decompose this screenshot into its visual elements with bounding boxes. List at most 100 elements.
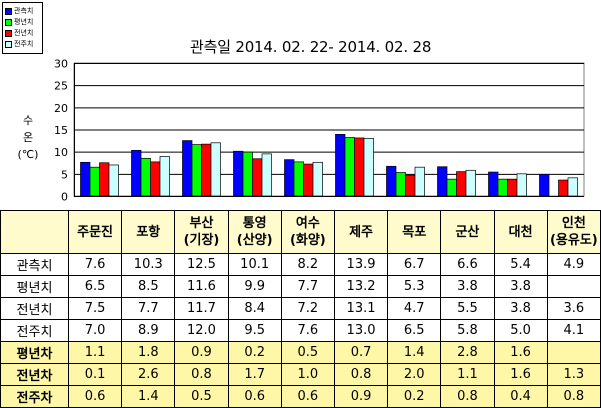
- bar: [293, 161, 304, 197]
- legend-label: 전주치: [14, 40, 34, 48]
- table-row: 전년차 0.1 2.6 0.8 1.7 1.0 0.8 2.0 1.1 1.6 1.3: [0, 363, 601, 386]
- table-cell: 0.8: [440, 385, 495, 408]
- table-cell: 0.6: [227, 385, 282, 408]
- table-header-text: 군산: [455, 224, 480, 240]
- legend-item: 관측치: [5, 6, 42, 17]
- table-cell: 0.2: [387, 385, 442, 408]
- bar: [233, 150, 244, 197]
- chart-title: 관측일 2014. 02. 22- 2014. 02. 28: [190, 38, 432, 56]
- y-axis-label: 수 온 (℃): [17, 112, 39, 163]
- bar: [354, 137, 365, 197]
- bar: [344, 137, 355, 197]
- bar: [497, 178, 508, 197]
- bar: [140, 157, 151, 197]
- legend: 관측치 평년치 전년치 전주치: [2, 2, 43, 54]
- table-cell: 12.5: [174, 253, 229, 276]
- table-cell: 1.4: [387, 341, 442, 364]
- table-cell: 11.7: [174, 297, 229, 320]
- table-cell: 9.5: [227, 319, 282, 342]
- table-cell: 5.4: [493, 253, 548, 276]
- table-header-text: 인천: [561, 216, 586, 231]
- legend-swatch: [5, 19, 12, 26]
- bar: [242, 151, 253, 197]
- legend-swatch: [5, 30, 12, 37]
- table-cell: 8.9: [121, 319, 176, 342]
- bar: [89, 166, 100, 197]
- table-cell: 8.2: [280, 253, 335, 276]
- table-row-label: 전주치: [0, 319, 69, 342]
- table-row-label: 전년차: [0, 363, 69, 386]
- bar: [437, 166, 448, 197]
- table-cell: 0.8: [174, 363, 229, 386]
- table-row: 관측치 7.6 10.3 12.5 10.1 8.2 13.9 6.7 6.6 5.4 4.9: [0, 253, 601, 276]
- table-cell: 13.2: [333, 275, 389, 298]
- table-header-text: 대천: [508, 224, 533, 240]
- bar: [201, 143, 212, 197]
- legend-swatch: [5, 41, 12, 48]
- table-header-text: 주문진: [77, 224, 114, 240]
- table-header-cell: 부산 (기장): [174, 210, 229, 254]
- table-cell: 1.6: [493, 341, 548, 364]
- table-row-label: 관측치: [0, 253, 69, 276]
- bar: [363, 138, 374, 197]
- bar: [159, 156, 170, 197]
- table-cell: 7.7: [280, 275, 335, 298]
- table-header-text: (화양): [289, 233, 326, 248]
- table-cell: 8.5: [121, 275, 176, 298]
- bar: [507, 178, 518, 197]
- bar: [456, 171, 467, 197]
- bar: [312, 161, 323, 197]
- table-cell: 1.4: [121, 385, 176, 408]
- table-cell: 5.0: [493, 319, 548, 342]
- table-cell: 8.4: [227, 297, 282, 320]
- y-axis-label-part: 온: [22, 131, 34, 144]
- bar: [539, 173, 550, 197]
- table-header-text: (기장): [183, 233, 220, 248]
- table-corner-cell: [0, 210, 69, 254]
- bar: [191, 144, 202, 197]
- y-tick-label: 25: [54, 80, 68, 93]
- table-row: 전주차 0.6 1.4 0.5 0.6 0.6 0.9 0.2 0.8 0.4 0.8: [0, 385, 601, 408]
- legend-label: 전년치: [14, 29, 34, 37]
- table-header-text: 포항: [136, 224, 161, 240]
- table-cell: 1.8: [121, 341, 176, 364]
- table-header-cell: 군산: [440, 210, 495, 254]
- table-cell: 6.5: [67, 275, 123, 298]
- table-header-text: 여수: [295, 216, 320, 231]
- table-cell: 10.1: [227, 253, 282, 276]
- table-cell: 3.8: [440, 275, 495, 298]
- y-axis-label-part: 수: [22, 114, 34, 127]
- bar: [150, 161, 161, 197]
- table-cell: 0.9: [333, 385, 389, 408]
- table-cell: 0.2: [227, 341, 282, 364]
- legend-label: 평년치: [14, 18, 34, 26]
- bar: [131, 149, 142, 197]
- table-cell: 7.5: [67, 297, 123, 320]
- table-header-text: 제주: [349, 224, 373, 240]
- table-cell: 1.6: [493, 363, 548, 386]
- table-cell: 7.6: [67, 253, 123, 276]
- bar: [303, 163, 314, 197]
- table-cell: 6.7: [387, 253, 442, 276]
- table-cell: 0.1: [67, 363, 123, 386]
- table-cell: 7.6: [280, 319, 335, 342]
- table-header-cell: 통영 (산양): [227, 210, 282, 254]
- table-cell: 5.5: [440, 297, 495, 320]
- table-header-text: (용유도): [549, 233, 598, 248]
- table-header-text: 부산: [189, 216, 214, 231]
- table-row-label: 전년치: [0, 297, 69, 320]
- table-cell: [546, 341, 601, 364]
- table-cell: [546, 275, 601, 298]
- bar: [414, 166, 425, 197]
- bar: [335, 134, 346, 197]
- bar: [465, 169, 476, 197]
- table-header-cell: 인천 (용유도): [546, 210, 601, 254]
- legend-item: 평년치: [5, 17, 42, 28]
- bar: [80, 161, 91, 197]
- bar: [210, 142, 221, 197]
- y-tick-label: 20: [54, 102, 68, 115]
- table-cell: 4.9: [546, 253, 601, 276]
- y-tick-label: 0: [61, 191, 68, 204]
- table-cell: 3.8: [493, 275, 548, 298]
- table-header-cell: 여수 (화양): [280, 210, 335, 254]
